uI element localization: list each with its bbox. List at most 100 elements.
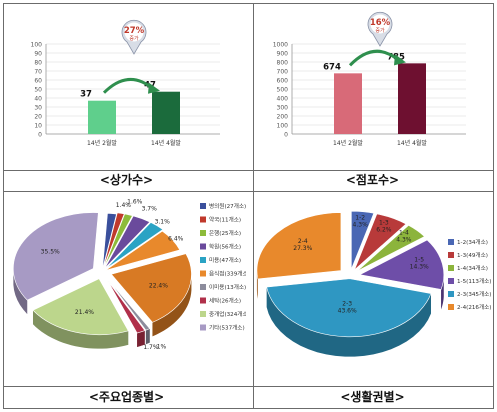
pin-badge-inner [124, 22, 144, 42]
y-tick-label: 40 [34, 96, 42, 103]
pie-slice-name: 2-3 [342, 301, 352, 308]
pie-pct-label: 3.7% [142, 206, 158, 213]
pie-slice [108, 280, 151, 331]
badge-percent: 16% [370, 18, 391, 28]
pie-pct-label: 6.4% [168, 235, 184, 242]
living-area-svg: 4.3%1-26.2%1-34.3%1-414.3%1-543.6%2-327.… [256, 210, 491, 357]
bar-value-label: 37 [80, 90, 92, 100]
growth-arrowhead [394, 54, 406, 66]
pie-slice [105, 230, 181, 271]
legend-label: 2-3(345개소) [457, 290, 491, 298]
pie-slice [103, 213, 133, 269]
y-tick-label: 1000 [273, 42, 288, 49]
pie-slice-side [145, 328, 150, 345]
pie-pct-label: 4.3% [396, 236, 412, 243]
figure-grid [3, 3, 494, 409]
legend-label: 은행(25개소) [209, 229, 241, 237]
shop-count-chart: 0 100 200 300 400 500 600 700 800 900 1000 674 14년 2… [252, 6, 492, 164]
pie-slice [358, 239, 445, 290]
y-tick-label: 60 [34, 78, 42, 85]
x-tick-label: 14년 2월말 [87, 139, 117, 147]
y-tick-label: 700 [277, 69, 289, 76]
pie-slice-name: 1-3 [379, 219, 389, 226]
y-tick-label: 800 [277, 60, 289, 67]
legend-swatch [200, 270, 206, 277]
pie-slice [356, 224, 425, 272]
pin-badge-inner [370, 14, 390, 34]
legend-swatch [200, 203, 206, 209]
legend-swatch [448, 291, 454, 297]
legend-swatch [200, 311, 206, 317]
y-tick-label: 100 [277, 123, 289, 130]
badge-percent: 27% [124, 26, 145, 36]
pie-slice [256, 212, 342, 280]
legend-swatch [200, 284, 206, 290]
x-tick-label: 14년 4월말 [151, 139, 181, 147]
y-tick-label: 900 [277, 51, 289, 58]
shop-count-caption: <점포수> [345, 173, 400, 187]
legend-swatch [200, 324, 206, 331]
y-tick-label: 500 [277, 87, 289, 94]
pie-slice [351, 210, 375, 270]
legend-label: 세탁(26개소) [209, 297, 241, 305]
y-tick-label: 20 [34, 114, 42, 121]
pie-slice-side [32, 310, 129, 349]
pie-pct-label: 43.6% [338, 308, 357, 315]
pie-slice-side [13, 270, 28, 315]
badge-label: 증가 [129, 35, 139, 42]
grid-divider-bottom-captions [4, 386, 493, 387]
y-tick-label: 300 [277, 105, 289, 112]
y-tick-label: 0 [284, 132, 288, 139]
pie-pct-label: 14.3% [410, 264, 429, 271]
y-tick-label: 50 [34, 87, 42, 94]
store-count-caption: <상가수> [99, 173, 154, 187]
bar [88, 100, 116, 134]
y-tick-label: 100 [31, 42, 43, 49]
y-tick-label: 90 [34, 51, 42, 58]
legend-label: 이미용(13개소) [209, 283, 246, 291]
pie-slice-name: 1-5 [414, 257, 424, 264]
pie-slice-side [441, 276, 444, 310]
y-tick-label: 400 [277, 96, 289, 103]
living-area-caption: <생활권별> [340, 390, 405, 404]
legend-swatch [200, 257, 206, 263]
legend-label: 1-5(113개소) [457, 277, 491, 285]
shop-count-svg: 0 100 200 300 400 500 600 700 800 900 1000 674 14년 2… [273, 11, 466, 147]
legend-label: 음식점(339개소) [209, 270, 246, 278]
legend-label: 약국(11개소) [209, 216, 241, 224]
legend-label: 2-4(216개소) [457, 303, 491, 311]
business-type-chart: 1.4% 1.6% 3.7% 3.1% 6.4% 22.4% 1% 1.7% 21.4% 35.5… [6, 190, 246, 380]
pie-slice-name: 1-2 [355, 214, 365, 221]
pie-pct-label: 27.3% [293, 245, 312, 252]
legend-label: 중개업(324개소) [209, 310, 246, 318]
pie-pct-label: 22.4% [149, 282, 168, 289]
y-tick-label: 600 [277, 78, 289, 85]
pie-slice-name: 1-4 [399, 229, 409, 236]
pie-slice [13, 212, 99, 301]
legend-label: 1-3(49개소) [457, 251, 488, 259]
pie-pct-label: 35.5% [41, 248, 60, 255]
y-tick-label: 30 [34, 105, 42, 112]
living-area-chart: 4.3% 1-2 6.2% 1-3 4.3% 1-4 14.3% 1-5 43.6% 2-3 27.… [252, 190, 492, 380]
pie-pct-label: 1.4% [116, 202, 132, 209]
y-tick-label: 80 [34, 60, 42, 67]
pie-slice-side [152, 276, 192, 337]
bar-value-label: 674 [323, 62, 341, 72]
pie-pct-label: 6.2% [376, 226, 392, 233]
legend-swatch [200, 243, 206, 250]
pie-pct-label: 1.6% [127, 198, 143, 205]
pie-slice [105, 222, 164, 270]
pie-slice [32, 278, 129, 335]
legend-label: 1-4(34개소) [457, 264, 488, 272]
growth-arrowhead [148, 82, 160, 94]
legend-swatch [448, 239, 454, 245]
pie-slice [107, 280, 146, 334]
bar [334, 73, 362, 134]
legend-label: 미용(47개소) [209, 256, 241, 264]
badge-label: 증가 [375, 27, 385, 34]
pie-slice [354, 213, 407, 271]
grid-divider-vertical [253, 4, 254, 408]
y-tick-label: 200 [277, 114, 289, 121]
legend-label: 학원(56개소) [209, 243, 241, 251]
